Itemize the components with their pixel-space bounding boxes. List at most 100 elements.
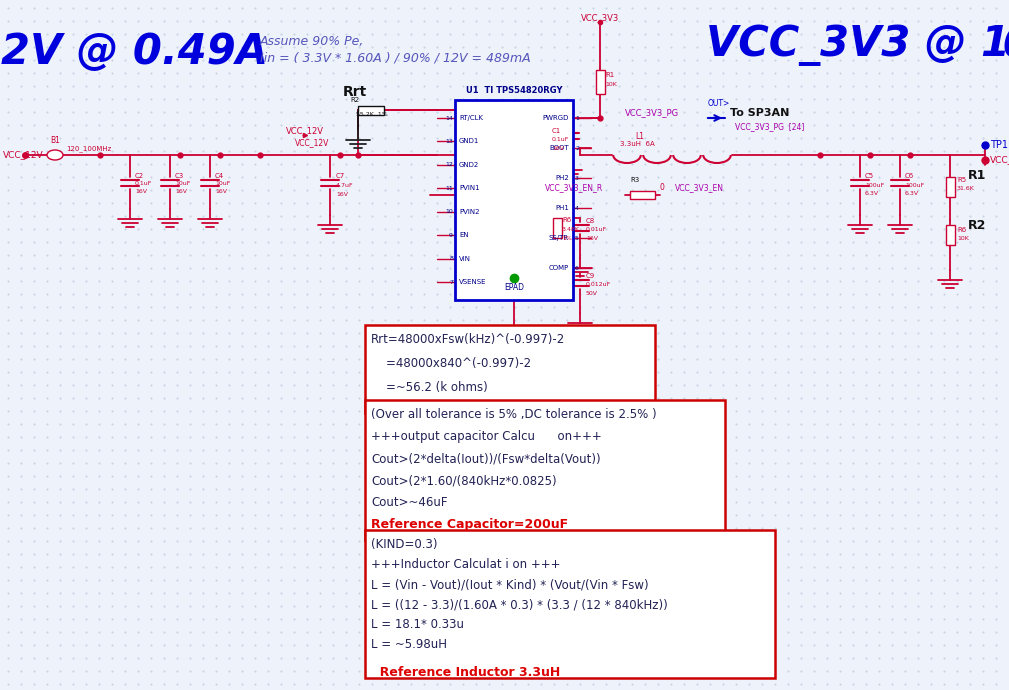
Text: TP1: TP1	[990, 140, 1008, 150]
Text: 100uF: 100uF	[865, 183, 884, 188]
Text: Rrt: Rrt	[343, 85, 367, 99]
Text: VCC_12V: VCC_12V	[286, 126, 324, 135]
Text: VCC_3V3: VCC_3V3	[581, 13, 620, 22]
Text: 12V @ 0.49A: 12V @ 0.49A	[0, 31, 268, 73]
Text: 3: 3	[575, 175, 579, 181]
Text: SS/TR: SS/TR	[549, 235, 569, 241]
Text: VCC_3V3_PG: VCC_3V3_PG	[625, 108, 679, 117]
Text: 6.3V: 6.3V	[865, 191, 879, 196]
Text: 1: 1	[575, 115, 579, 121]
Text: 9: 9	[449, 233, 453, 237]
Text: +++Inductor Calculat i on +++: +++Inductor Calculat i on +++	[371, 558, 561, 571]
Text: 16V: 16V	[215, 189, 227, 194]
Bar	[553, 218, 561, 238]
Text: 7: 7	[449, 279, 453, 284]
Text: R2: R2	[968, 219, 987, 232]
Text: R3: R3	[630, 177, 640, 183]
Bar	[358, 106, 384, 115]
Bar	[455, 100, 573, 300]
Text: R2: R2	[350, 97, 359, 103]
Bar	[630, 191, 655, 199]
Text: (KIND=0.3): (KIND=0.3)	[371, 538, 438, 551]
Text: 0A: 0A	[1002, 24, 1009, 66]
Text: VCC_3V3: VCC_3V3	[990, 155, 1009, 164]
Text: 0.012uF: 0.012uF	[586, 282, 611, 287]
Text: 16V: 16V	[552, 146, 564, 151]
Text: VSENSE: VSENSE	[459, 279, 486, 285]
Text: C9: C9	[586, 273, 595, 279]
Bar	[945, 177, 955, 197]
Text: L = ~5.98uH: L = ~5.98uH	[371, 638, 447, 651]
Text: 6.3V: 6.3V	[905, 191, 919, 196]
Text: 5: 5	[575, 235, 579, 241]
Text: 8: 8	[449, 256, 453, 261]
Text: L = ((12 - 3.3)/(1.60A * 0.3) * (3.3 / (12 * 840kHz)): L = ((12 - 3.3)/(1.60A * 0.3) * (3.3 / (…	[371, 598, 668, 611]
Text: C8: C8	[586, 218, 595, 224]
Text: 4.7uF: 4.7uF	[336, 183, 353, 188]
Text: C1: C1	[552, 128, 561, 134]
Text: OUT>: OUT>	[708, 99, 731, 108]
Text: C6: C6	[905, 173, 914, 179]
Text: 31.6K: 31.6K	[957, 186, 975, 191]
Text: R6: R6	[562, 217, 571, 223]
Text: BOOT: BOOT	[549, 145, 569, 151]
Text: RT/CLK: RT/CLK	[459, 115, 483, 121]
Text: 16V: 16V	[135, 189, 147, 194]
Text: 3.48K: 3.48K	[562, 227, 580, 232]
Text: VCC_3V3_PG  [24]: VCC_3V3_PG [24]	[735, 122, 804, 131]
Text: 6: 6	[575, 266, 579, 270]
Text: 11: 11	[445, 186, 453, 191]
Text: Cout>(2*1.60/(840kHz*0.0825): Cout>(2*1.60/(840kHz*0.0825)	[371, 474, 557, 487]
Text: (Over all tolerance is 5% ,DC tolerance is 2.5% ): (Over all tolerance is 5% ,DC tolerance …	[371, 408, 657, 421]
Bar	[365, 325, 655, 413]
Text: EN: EN	[459, 232, 468, 238]
Text: GND2: GND2	[459, 162, 479, 168]
Text: VCC_12V: VCC_12V	[295, 138, 329, 147]
Text: PH1: PH1	[555, 205, 569, 211]
Text: U1  TI TPS54820RGY: U1 TI TPS54820RGY	[466, 86, 562, 95]
Text: PVIN1: PVIN1	[459, 186, 479, 191]
Bar	[365, 530, 775, 678]
Text: C2: C2	[135, 173, 144, 179]
Text: 13: 13	[445, 139, 453, 144]
Ellipse shape	[47, 150, 63, 160]
Text: PVIN2: PVIN2	[459, 208, 479, 215]
Text: VCC_3V3 @ 1.6: VCC_3V3 @ 1.6	[705, 24, 1009, 66]
Text: C5: C5	[865, 173, 874, 179]
Text: 0.1uF: 0.1uF	[135, 181, 152, 186]
Text: L = 18.1* 0.33u: L = 18.1* 0.33u	[371, 618, 464, 631]
Text: 10K: 10K	[957, 236, 969, 241]
Text: Cout>(2*delta(Iout))/(Fsw*delta(Vout)): Cout>(2*delta(Iout))/(Fsw*delta(Vout))	[371, 452, 600, 465]
Text: R1: R1	[968, 169, 987, 182]
Text: +++output capacitor Calcu      on+++: +++output capacitor Calcu on+++	[371, 430, 601, 443]
Text: Reference Capacitor=200uF: Reference Capacitor=200uF	[371, 518, 568, 531]
Text: VCC_12V: VCC_12V	[3, 150, 43, 159]
Text: PH2: PH2	[555, 175, 569, 181]
Text: 1%: 1%	[562, 236, 572, 241]
Text: 14: 14	[445, 115, 453, 121]
Text: C3: C3	[175, 173, 185, 179]
Text: 2: 2	[575, 146, 579, 150]
Text: Reference Inductor 3.3uH: Reference Inductor 3.3uH	[371, 666, 560, 679]
Text: Iin = ( 3.3V * 1.60A ) / 90% / 12V = 489mA: Iin = ( 3.3V * 1.60A ) / 90% / 12V = 489…	[260, 52, 531, 64]
Text: COMP: COMP	[549, 265, 569, 271]
Bar	[365, 400, 725, 540]
Bar	[945, 225, 955, 245]
Text: R6: R6	[957, 227, 967, 233]
Text: R1: R1	[605, 72, 614, 78]
Text: VCC_3V3_EN_R: VCC_3V3_EN_R	[545, 183, 603, 192]
Text: =~56.2 (k ohms): =~56.2 (k ohms)	[371, 381, 487, 394]
Text: C4: C4	[215, 173, 224, 179]
Text: Rrt=48000xFsw(kHz)^(-0.997)-2: Rrt=48000xFsw(kHz)^(-0.997)-2	[371, 333, 565, 346]
Text: =48000x840^(-0.997)-2: =48000x840^(-0.997)-2	[371, 357, 531, 370]
Text: 0.1uF: 0.1uF	[552, 137, 569, 142]
Text: To SP3AN: To SP3AN	[730, 108, 789, 118]
Text: 120_100MHz: 120_100MHz	[66, 146, 111, 152]
Text: B1: B1	[50, 136, 60, 145]
Text: 16V: 16V	[586, 236, 598, 241]
Text: VCC_3V3_EN: VCC_3V3_EN	[675, 183, 724, 192]
Text: 16V: 16V	[175, 189, 187, 194]
Text: 10uF: 10uF	[175, 181, 191, 186]
Text: 3.3uH  6A: 3.3uH 6A	[620, 141, 655, 147]
Text: 16V: 16V	[336, 192, 348, 197]
